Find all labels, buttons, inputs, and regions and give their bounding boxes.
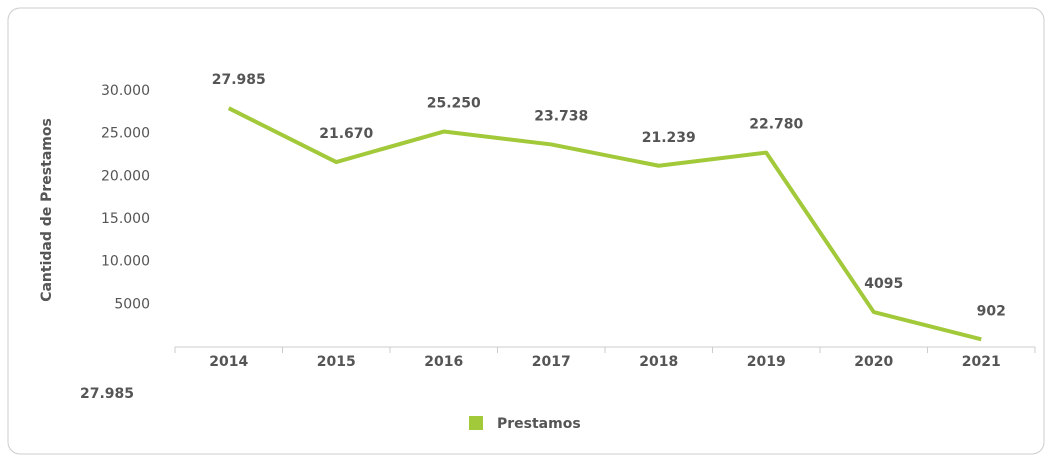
card xyxy=(7,7,1045,455)
y-tick-label: 20.000 xyxy=(101,168,150,184)
legend-swatch xyxy=(469,416,483,430)
y-axis-label: Cantidad de Prestamos xyxy=(39,118,55,302)
legend-label: Prestamos xyxy=(497,416,581,432)
data-label: 21.670 xyxy=(319,126,373,142)
x-tick-label: 2014 xyxy=(209,354,248,370)
data-label: 21.239 xyxy=(642,130,696,146)
x-tick-label: 2018 xyxy=(639,354,678,370)
x-tick-label: 2017 xyxy=(532,354,571,370)
annotation: 27.985 xyxy=(80,386,134,402)
y-tick-label: 15.000 xyxy=(101,211,150,227)
data-label: 27.985 xyxy=(212,72,266,88)
data-label: 23.738 xyxy=(534,108,588,124)
y-tick-label: 5000 xyxy=(114,296,150,312)
data-label: 22.780 xyxy=(749,117,803,133)
y-tick-label: 30.000 xyxy=(101,83,150,99)
x-tick-label: 2021 xyxy=(962,354,1001,370)
x-tick-label: 2019 xyxy=(747,354,786,370)
x-tick-label: 2020 xyxy=(854,354,893,370)
data-label: 902 xyxy=(977,303,1006,319)
x-tick-label: 2016 xyxy=(424,354,463,370)
data-label: 25.250 xyxy=(427,96,481,112)
data-line xyxy=(227,106,982,342)
y-tick-label: 10.000 xyxy=(101,254,150,270)
data-label: 4095 xyxy=(864,276,903,292)
x-tick-label: 2015 xyxy=(317,354,356,370)
y-tick-label: 25.000 xyxy=(101,126,150,142)
